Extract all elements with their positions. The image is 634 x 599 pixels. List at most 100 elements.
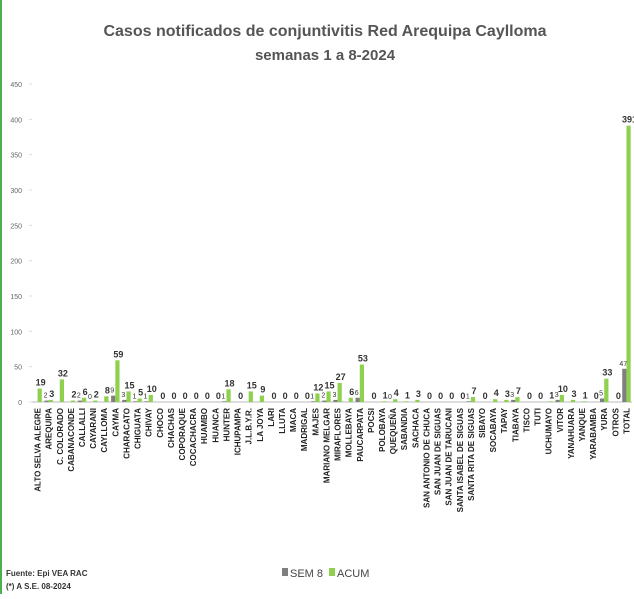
bar bbox=[70, 400, 76, 402]
x-tick-label: VITOR bbox=[556, 408, 565, 433]
x-tick-label: SIBAYO bbox=[478, 408, 487, 438]
x-tick-label: YURA bbox=[600, 408, 609, 431]
x-tick-label: SAN JUAN DE TARUCANI bbox=[445, 408, 454, 506]
data-label: 3 bbox=[416, 389, 421, 399]
bar bbox=[104, 396, 109, 402]
bar bbox=[111, 395, 116, 402]
data-label: 0 bbox=[438, 391, 443, 401]
x-tick-label: ALTO SELVA ALEGRE bbox=[34, 407, 43, 491]
x-tick-label: TOTAL bbox=[622, 408, 631, 434]
bar bbox=[355, 397, 360, 402]
x-tick-label: COCACHACRA bbox=[189, 408, 198, 466]
data-label: 1 bbox=[583, 390, 588, 400]
data-label: 0 bbox=[460, 391, 465, 401]
data-label: 1 bbox=[466, 393, 470, 400]
bar bbox=[348, 397, 353, 402]
bar bbox=[82, 397, 87, 402]
x-tick-label: CHIVAY bbox=[145, 407, 154, 437]
bar bbox=[548, 401, 553, 402]
bar bbox=[504, 399, 509, 402]
data-label: 0 bbox=[388, 394, 392, 401]
data-label: 2 bbox=[77, 393, 81, 400]
data-label: 6 bbox=[83, 387, 88, 397]
y-tick-label: 150 bbox=[10, 294, 22, 301]
x-tick-label: MAJES bbox=[311, 407, 320, 435]
data-label: 7 bbox=[471, 386, 476, 396]
data-label: 0 bbox=[449, 391, 454, 401]
bar bbox=[126, 391, 131, 402]
data-label: 3 bbox=[510, 392, 514, 399]
data-label: 10 bbox=[558, 384, 568, 394]
x-tick-label: OTROS bbox=[611, 407, 620, 436]
data-label: 12 bbox=[313, 383, 323, 393]
data-label: 18 bbox=[225, 378, 235, 388]
bar bbox=[626, 125, 631, 403]
y-tick-label: 300 bbox=[10, 188, 22, 195]
x-tick-label: LLUTA bbox=[278, 408, 287, 434]
bar bbox=[115, 360, 120, 402]
legend-label: SEM 8 bbox=[290, 568, 323, 580]
bar bbox=[337, 382, 342, 402]
y-tick-label: 250 bbox=[10, 223, 22, 230]
data-label: 3 bbox=[121, 392, 125, 399]
data-label: 0 bbox=[160, 391, 165, 401]
data-label: 1 bbox=[132, 393, 136, 400]
x-tick-label: TAPAY bbox=[500, 407, 509, 433]
legend-swatch bbox=[329, 568, 336, 576]
bar bbox=[555, 399, 560, 402]
data-label: 0 bbox=[594, 391, 599, 401]
data-label: 4 bbox=[394, 388, 399, 398]
chart-title: Casos notificados de conjuntivitis Red A… bbox=[103, 23, 546, 40]
x-tick-label: HUNTER bbox=[222, 408, 231, 442]
x-tick-label: ICHUPAMPA bbox=[234, 408, 243, 455]
data-label: 0 bbox=[538, 391, 543, 401]
x-tick-label: YARABAMBA bbox=[589, 408, 598, 460]
y-tick-label: 400 bbox=[10, 117, 22, 124]
data-label: 1 bbox=[383, 390, 388, 400]
bar bbox=[48, 399, 53, 402]
data-label: 5 bbox=[138, 387, 143, 397]
data-label: 0 bbox=[483, 391, 488, 401]
x-tick-label: CHOCO bbox=[156, 408, 165, 438]
data-label: 1 bbox=[549, 390, 554, 400]
data-label: 4 bbox=[494, 388, 499, 398]
bar bbox=[44, 400, 49, 402]
bar bbox=[144, 401, 149, 402]
data-label: 3 bbox=[505, 389, 510, 399]
data-label: 0 bbox=[88, 394, 92, 401]
y-tick-label: 200 bbox=[10, 259, 22, 266]
y-tick-label: 100 bbox=[10, 329, 22, 336]
data-label: 3 bbox=[49, 389, 54, 399]
x-tick-label: UCHUMAYO bbox=[545, 408, 554, 454]
bar bbox=[122, 399, 127, 402]
x-tick-label: SAN JUAN DE SIGUAS bbox=[434, 407, 443, 495]
x-tick-label: CABANACONDE bbox=[67, 407, 76, 471]
x-tick-label: HUANCA bbox=[211, 408, 220, 443]
data-label: 391 bbox=[622, 115, 634, 125]
data-label: 0 bbox=[371, 391, 376, 401]
data-label: 0 bbox=[427, 391, 432, 401]
bar bbox=[404, 401, 409, 402]
x-tick-label: CAYMA bbox=[111, 408, 120, 437]
data-label: 19 bbox=[36, 378, 46, 388]
data-label: 33 bbox=[602, 368, 612, 378]
bar bbox=[470, 397, 476, 402]
x-tick-label: POCSI bbox=[367, 408, 376, 433]
bar bbox=[133, 401, 138, 402]
data-label: 15 bbox=[325, 380, 335, 390]
data-label: 0 bbox=[205, 391, 210, 401]
data-label: 3 bbox=[332, 392, 336, 399]
x-tick-label: AREQUIPA bbox=[45, 408, 54, 450]
bar bbox=[511, 399, 516, 402]
x-tick-label: MIRAFLORES bbox=[334, 407, 343, 461]
x-tick-label: SANTA RITA DE SIGUAS bbox=[467, 407, 476, 501]
bar bbox=[315, 393, 320, 402]
x-tick-label: QUEQUEÑA bbox=[389, 408, 398, 454]
x-tick-label: CAYARANI bbox=[89, 408, 98, 449]
bar bbox=[259, 395, 264, 402]
bar bbox=[148, 394, 153, 402]
data-label: 0 bbox=[294, 391, 299, 401]
data-label: 2 bbox=[94, 390, 99, 400]
legend-label: ACUM bbox=[337, 568, 369, 580]
bar bbox=[93, 400, 98, 402]
